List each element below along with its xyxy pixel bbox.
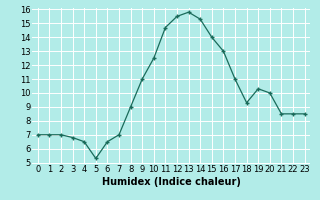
X-axis label: Humidex (Indice chaleur): Humidex (Indice chaleur): [102, 177, 241, 187]
